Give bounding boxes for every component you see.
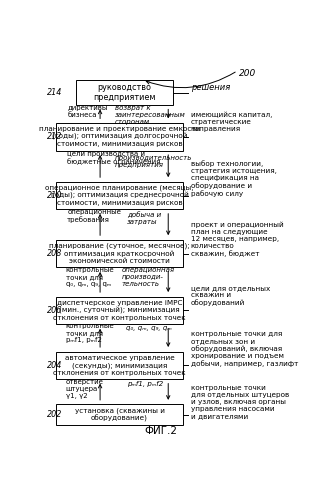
- Text: операционная
производи-
тельность: операционная производи- тельность: [122, 266, 175, 286]
- Text: контрольные точки
для отдельных штуцеров
и узлов, включая органы
управления насо: контрольные точки для отдельных штуцеров…: [191, 385, 289, 419]
- Text: добыча и
затраты: добыча и затраты: [127, 211, 161, 225]
- Text: директивы
бизнеса: директивы бизнеса: [67, 105, 108, 118]
- Text: операционное планирование (месяцы,
годы); оптимизация среднесрочной
стоимости, м: операционное планирование (месяцы, годы)…: [45, 185, 194, 206]
- Text: отверстие
штуцера
γ1, γ2: отверстие штуцера γ1, γ2: [66, 379, 103, 399]
- Text: операционные
требования: операционные требования: [67, 209, 121, 223]
- Text: диспетчерское управление iMPC
(мин., суточный); минимизация
отклонения от контро: диспетчерское управление iMPC (мин., сут…: [53, 300, 186, 321]
- Bar: [76, 80, 173, 105]
- Text: контрольные
точки для
q₀, qₘ, q₉, qₘ: контрольные точки для q₀, qₘ, q₉, qₘ: [66, 266, 114, 286]
- Text: планирование (суточное, месячное);
оптимизация краткосрочной
экономической стоим: планирование (суточное, месячное); оптим…: [49, 243, 190, 264]
- Text: 204: 204: [47, 361, 63, 370]
- Bar: [56, 404, 183, 426]
- Bar: [56, 351, 183, 379]
- Text: контрольные точки для
отдельных зон и
оборудований, включая
хронирование и подъе: контрольные точки для отдельных зон и об…: [191, 331, 298, 367]
- Text: 208: 208: [47, 249, 63, 258]
- Text: q₀, qₘ, q₉, qₘ: q₀, qₘ, q₉, qₘ: [126, 325, 171, 331]
- Text: 200: 200: [239, 69, 256, 78]
- Text: имеющийся капитал,
стратегические
направления: имеющийся капитал, стратегические направ…: [191, 111, 272, 132]
- Text: ФИГ.2: ФИГ.2: [144, 426, 177, 436]
- Text: возврат к
заинтересованным
сторонам: возврат к заинтересованным сторонам: [115, 105, 186, 125]
- Text: 212: 212: [47, 132, 63, 141]
- Text: установка (скважины и
оборудование): установка (скважины и оборудование): [74, 407, 165, 423]
- Text: контрольные
точки для
pₘf1, pₘf2: контрольные точки для pₘf1, pₘf2: [66, 323, 114, 343]
- Text: планирование и проектирование емкости
(годы); оптимизация долгосрочной
стоимости: планирование и проектирование емкости (г…: [39, 126, 200, 147]
- Text: автоматическое управление
(секунды); минимизация
отклонения от контрольных точек: автоматическое управление (секунды); мин…: [53, 355, 186, 376]
- Text: 210: 210: [47, 191, 63, 200]
- Text: руководство
предприятием: руководство предприятием: [93, 83, 156, 102]
- Bar: [56, 240, 183, 267]
- Text: pₘf1, pₘf2: pₘf1, pₘf2: [127, 381, 163, 388]
- Bar: [56, 123, 183, 151]
- Bar: [56, 182, 183, 210]
- Text: цели производства и
бюджетные ограничения: цели производства и бюджетные ограничени…: [67, 151, 160, 165]
- Text: 214: 214: [47, 88, 63, 97]
- Text: цели для отдельных
скважин и
оборудований: цели для отдельных скважин и оборудовани…: [191, 284, 270, 305]
- Text: проект и операционный
план на следующие
12 месяцев, например,
количество
скважин: проект и операционный план на следующие …: [191, 222, 284, 257]
- Text: 206: 206: [47, 306, 63, 315]
- Text: производительность
предприятия: производительность предприятия: [115, 155, 192, 168]
- Text: 202: 202: [47, 410, 63, 419]
- Text: решения: решения: [191, 83, 230, 92]
- Bar: [56, 296, 183, 324]
- Text: выбор технологии,
стратегия истощения,
спецификация на
оборудование и
рабочую си: выбор технологии, стратегия истощения, с…: [191, 160, 277, 197]
